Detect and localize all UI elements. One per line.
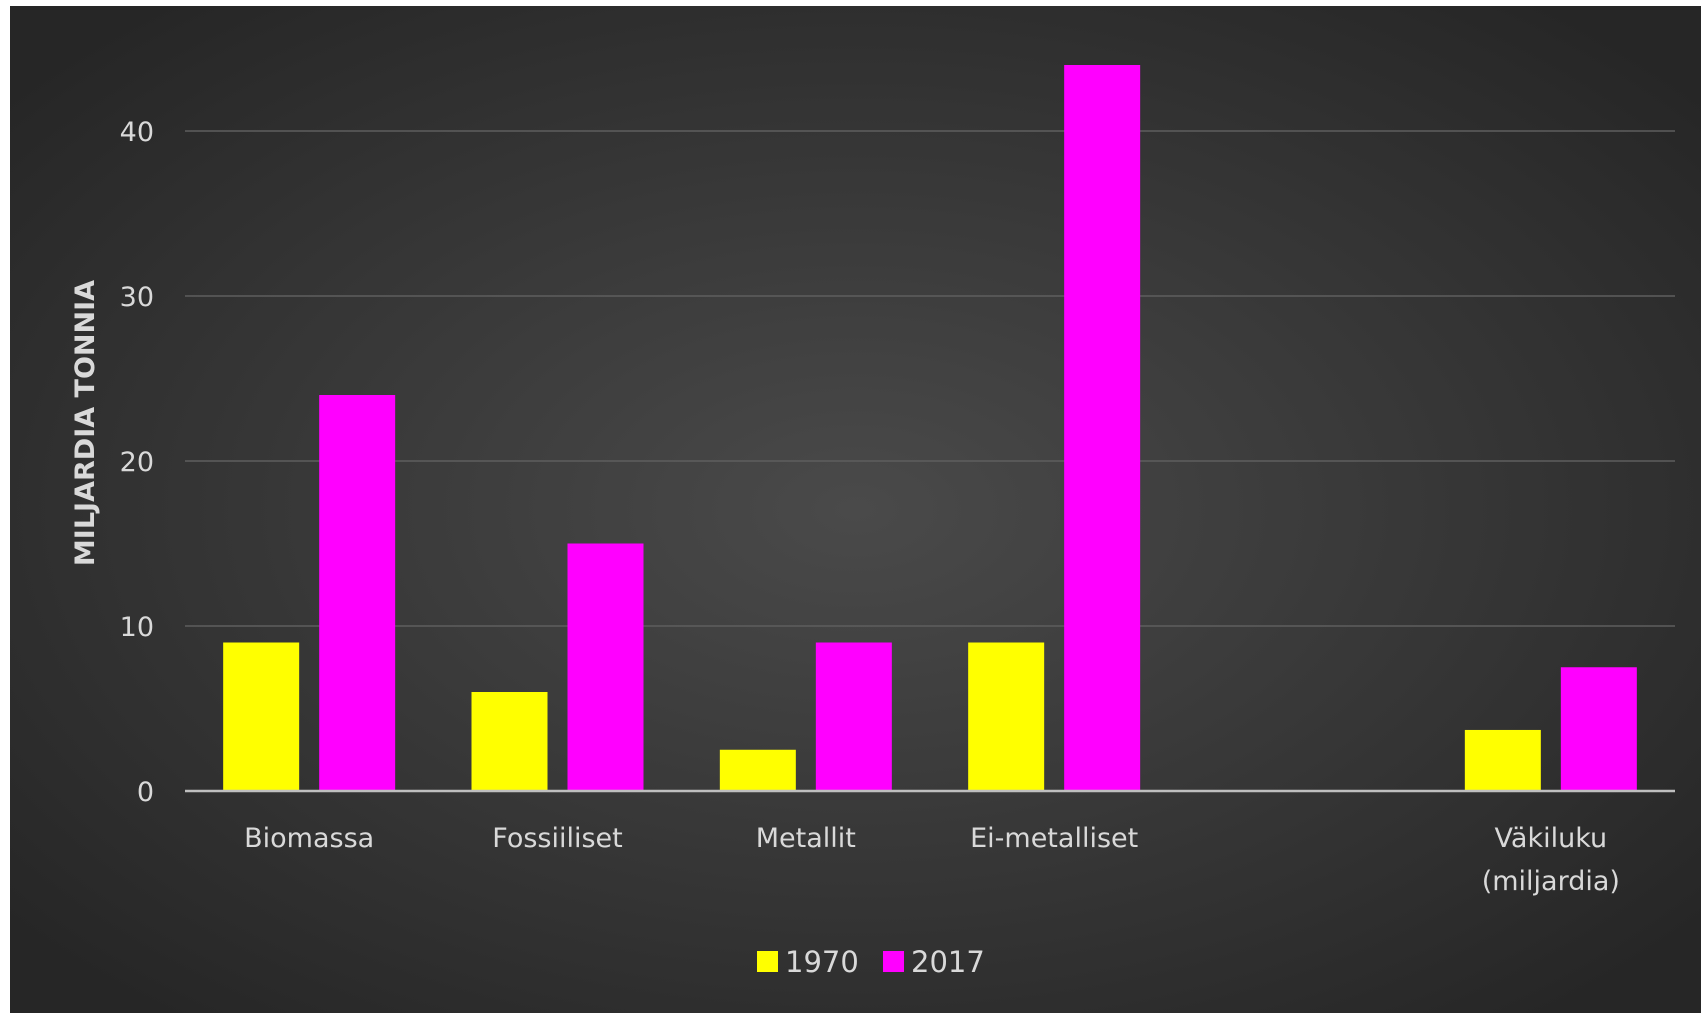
bar-1970-2 <box>471 692 548 791</box>
x-category-label: Fossiiliset <box>492 823 623 854</box>
bar-2017-3 <box>815 642 892 791</box>
legend-label-1970: 1970 <box>785 945 859 979</box>
legend-swatch-1970 <box>757 951 778 972</box>
bar-2017-2 <box>567 543 644 791</box>
bar-2017-6 <box>1560 667 1637 791</box>
bar-1970-6 <box>1464 729 1541 791</box>
chart-background <box>10 6 1701 1013</box>
labels: 0 10 20 30 40 Biomassa Fossiiliset Metallit Ei-m… <box>120 117 1620 897</box>
x-category-label: Ei-metalliset <box>970 823 1138 854</box>
legend: 1970 2017 <box>757 945 985 979</box>
y-axis-title: MILJARDIA TONNIA <box>70 280 101 566</box>
x-category-label: Metallit <box>756 823 856 854</box>
y-tick-label: 10 <box>120 612 154 643</box>
y-tick-label: 20 <box>120 447 154 478</box>
legend-label-2017: 2017 <box>911 945 985 979</box>
bar-2017-4 <box>1064 65 1141 791</box>
x-category-label: (miljardia) <box>1482 866 1620 897</box>
x-category-label: Väkiluku <box>1495 823 1608 854</box>
y-tick-label: 30 <box>120 282 154 313</box>
bar-1970-1 <box>223 642 300 791</box>
bar-2017-1 <box>319 395 396 791</box>
x-category-label: Biomassa <box>244 823 374 854</box>
bar-1970-3 <box>719 749 796 791</box>
y-tick-label: 40 <box>120 117 154 148</box>
legend-swatch-2017 <box>883 951 904 972</box>
bar-1970-4 <box>968 642 1045 791</box>
gridlines <box>185 130 1675 627</box>
bars <box>223 65 1637 791</box>
y-tick-label: 0 <box>137 777 154 808</box>
